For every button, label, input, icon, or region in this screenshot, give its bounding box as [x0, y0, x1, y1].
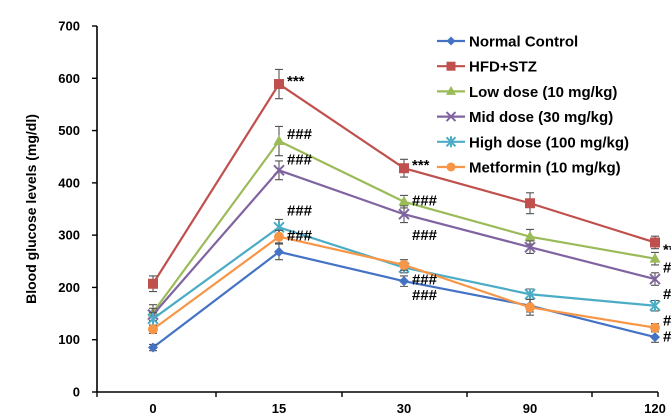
data-point	[446, 85, 456, 95]
legend-item: High dose (100 mg/kg)	[437, 134, 629, 151]
y-axis-ticks: 0 100 200 300 400 500 600 700	[58, 19, 97, 400]
data-point	[524, 288, 536, 301]
data-point	[525, 198, 535, 209]
significance-label: ***	[663, 241, 671, 258]
data-point	[398, 208, 410, 220]
significance-label: ###	[287, 126, 313, 143]
series-group	[147, 125, 661, 321]
x-tick-label: 15	[272, 401, 286, 416]
data-point	[148, 324, 158, 335]
data-point	[399, 276, 409, 287]
series-group	[147, 160, 661, 322]
legend-label: Metformin (10 mg/kg)	[469, 160, 621, 177]
data-point	[650, 237, 660, 248]
data-point	[650, 332, 660, 343]
data-point	[649, 273, 661, 285]
data-point	[524, 230, 536, 241]
y-tick-label: 400	[58, 175, 80, 190]
legend-item: Low dose (10 mg/kg)	[437, 84, 617, 101]
data-point	[446, 162, 456, 172]
y-tick-label: 300	[58, 228, 80, 243]
data-point	[148, 342, 158, 353]
data-point	[273, 135, 285, 146]
data-point	[399, 259, 409, 270]
data-point	[650, 322, 660, 333]
series-line	[152, 169, 656, 316]
data-point	[524, 241, 536, 253]
data-point	[445, 136, 457, 148]
significance-label: ###	[412, 287, 438, 304]
data-point	[148, 278, 158, 289]
series-group	[147, 218, 661, 326]
x-tick-label: 30	[397, 401, 411, 416]
data-point	[446, 36, 456, 46]
x-axis-ticks: 0 15 30 90 120	[96, 392, 666, 416]
significance-label: ###	[663, 329, 671, 346]
data-point	[147, 312, 159, 325]
data-point	[274, 231, 284, 242]
x-tick-label: 120	[644, 401, 666, 416]
data-point	[649, 299, 661, 312]
significance-label: ***	[412, 157, 430, 174]
legend-label: HFD+STZ	[469, 59, 537, 76]
data-point	[274, 246, 284, 257]
y-tick-label: 100	[58, 332, 80, 347]
legend-label: Low dose (10 mg/kg)	[469, 84, 617, 101]
significance-label: ###	[412, 227, 438, 244]
y-tick-label: 700	[58, 19, 80, 34]
y-tick-label: 0	[73, 385, 80, 400]
legend-item: Normal Control	[437, 34, 578, 51]
data-point	[398, 195, 410, 206]
y-tick-label: 600	[58, 71, 80, 86]
significance-label: ###	[287, 202, 313, 219]
data-point	[445, 111, 457, 122]
y-axis-title: Blood glucose levels (mg/dl)	[23, 114, 39, 304]
series-group	[148, 229, 660, 335]
significance-label: ###	[287, 151, 313, 168]
x-tick-label: 90	[523, 401, 537, 416]
significance-label: ###	[663, 313, 671, 330]
axes	[96, 26, 658, 393]
legend-label: Normal Control	[469, 34, 578, 51]
legend-item: HFD+STZ	[437, 59, 537, 76]
legend-label: High dose (100 mg/kg)	[469, 134, 629, 151]
significance-annotations: *********###############################…	[287, 73, 671, 346]
significance-label: ###	[287, 228, 313, 245]
data-point	[446, 61, 456, 71]
significance-label: ###	[412, 193, 438, 210]
legend-label: Mid dose (30 mg/kg)	[469, 109, 613, 126]
data-series	[147, 68, 661, 353]
data-point	[525, 302, 535, 313]
legend: Normal Control HFD+STZ Low dose (10 mg/kg)…	[437, 34, 629, 177]
x-tick-label: 0	[149, 401, 156, 416]
y-tick-label: 500	[58, 123, 80, 138]
significance-label: ###	[663, 286, 671, 303]
series-group	[148, 68, 660, 293]
data-point	[274, 79, 284, 90]
data-point	[649, 252, 661, 263]
legend-item: Mid dose (30 mg/kg)	[437, 109, 613, 126]
significance-label: ###	[412, 272, 438, 289]
significance-label: ##	[663, 260, 671, 277]
data-point	[399, 163, 409, 174]
legend-item: Metformin (10 mg/kg)	[437, 160, 621, 177]
data-point	[273, 164, 285, 177]
y-tick-label: 200	[58, 280, 80, 295]
significance-label: ***	[287, 73, 305, 90]
